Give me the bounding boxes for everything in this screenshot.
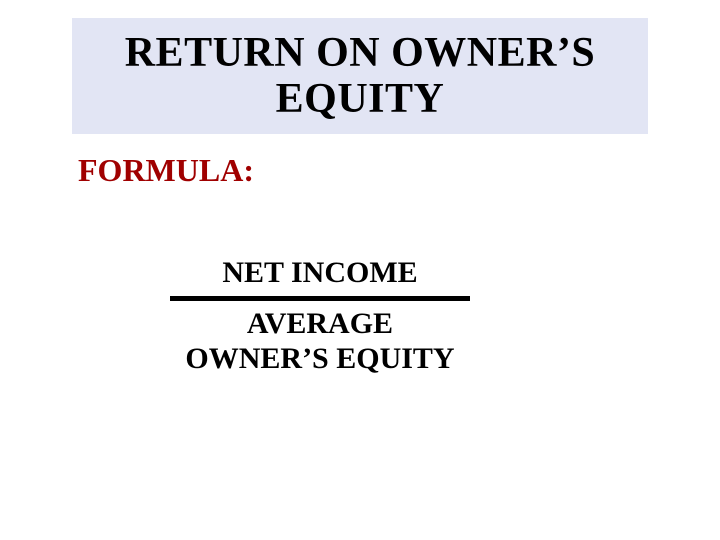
denominator-line-1: AVERAGE	[247, 307, 393, 340]
formula-fraction: NET INCOME AVERAGE OWNER’S EQUITY	[160, 256, 480, 376]
slide-title: RETURN ON OWNER’S EQUITY	[72, 30, 648, 122]
fraction-line	[170, 296, 470, 301]
fraction-numerator: NET INCOME	[160, 256, 480, 294]
title-box: RETURN ON OWNER’S EQUITY	[72, 18, 648, 134]
denominator-line-2: OWNER’S EQUITY	[185, 342, 454, 375]
formula-label: FORMULA:	[78, 152, 254, 189]
fraction-denominator: AVERAGE OWNER’S EQUITY	[160, 307, 480, 376]
